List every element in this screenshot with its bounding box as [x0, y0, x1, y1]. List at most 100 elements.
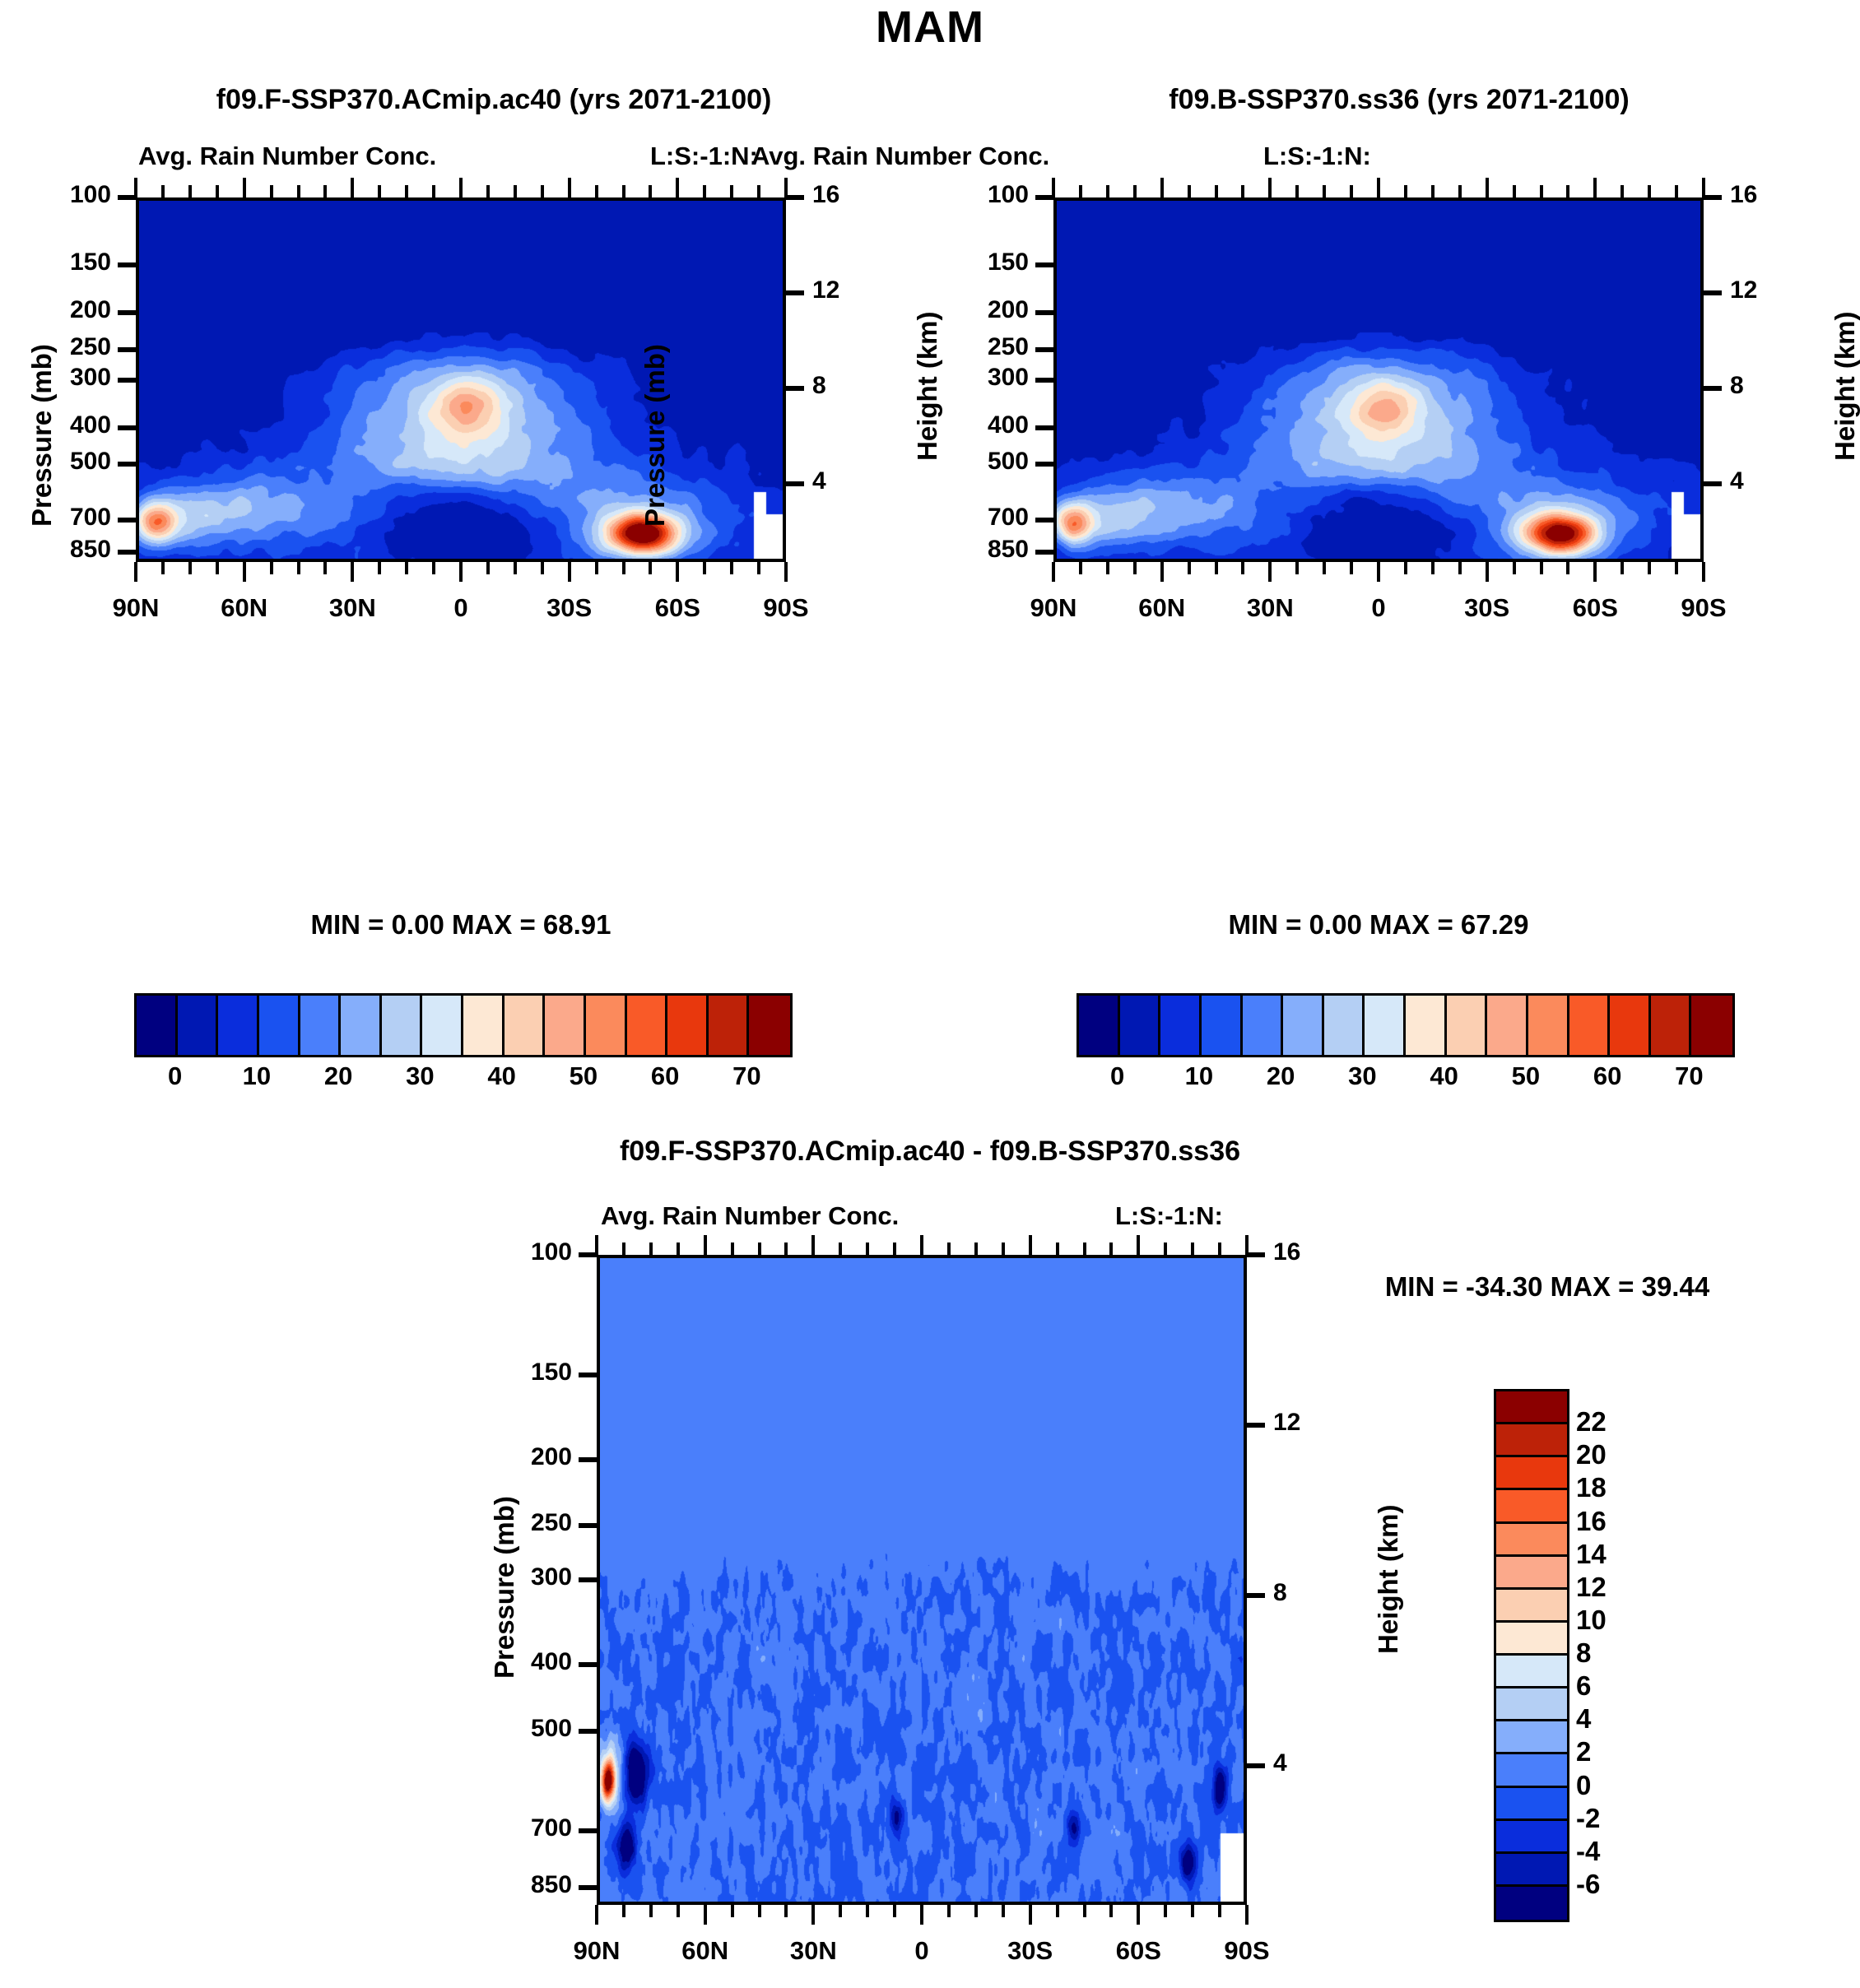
- pressure-tick-label: 500: [530, 1714, 572, 1742]
- panel-top-left-subtitle: Avg. Rain Number Conc.: [138, 142, 437, 170]
- panel-top-right-plot-area[interactable]: [1053, 197, 1704, 562]
- top-axis-tick: [1160, 178, 1164, 197]
- bottom-axis-tick: [621, 1905, 625, 1917]
- top-axis-tick: [1458, 185, 1462, 197]
- panel-top-right-ylabel-right: Height (km): [1830, 311, 1860, 462]
- colorbar-cell: [1496, 1457, 1567, 1491]
- pressure-tick: [1035, 550, 1053, 555]
- bottom-axis-tick: [269, 562, 273, 574]
- top-axis-tick: [405, 185, 409, 197]
- height-tick: [786, 290, 804, 296]
- pressure-tick: [1035, 346, 1053, 352]
- top-axis-tick: [215, 185, 219, 197]
- colorbar-cell: [504, 996, 546, 1055]
- bottom-axis-tick: [1593, 562, 1597, 582]
- bottom-axis-tick: [1218, 1905, 1222, 1917]
- panel-top-left-colorbar[interactable]: [134, 993, 793, 1057]
- pressure-tick: [1035, 425, 1053, 430]
- top-axis-tick: [1295, 185, 1300, 197]
- pressure-tick: [118, 262, 136, 267]
- top-axis-tick: [1566, 185, 1570, 197]
- top-axis-tick: [1675, 185, 1679, 197]
- top-axis-tick: [974, 1242, 978, 1255]
- latitude-tick-label: 30N: [328, 593, 376, 622]
- pressure-tick-label: 400: [987, 411, 1029, 439]
- panel-bottom-diff-ylabel-right: Height (km): [1373, 1504, 1403, 1655]
- top-axis-tick: [893, 1242, 897, 1255]
- bottom-axis-tick: [1350, 562, 1354, 574]
- top-axis-tick: [595, 1235, 598, 1255]
- panel-top-left-title: f09.F-SSP370.ACmip.ac40 (yrs 2071-2100): [216, 84, 772, 115]
- colorbar-cell: [1691, 996, 1732, 1055]
- top-axis-tick: [160, 185, 165, 197]
- height-tick: [1704, 195, 1722, 200]
- height-tick: [1247, 1422, 1265, 1428]
- pressure-tick: [579, 1577, 597, 1582]
- panel-top-right-levelinfo: L:S:-1:N:: [1263, 142, 1371, 170]
- colorbar-tick-label: 50: [1511, 1061, 1541, 1090]
- colorbar-tick-label: 6: [1576, 1670, 1592, 1702]
- top-axis-tick: [1241, 185, 1245, 197]
- colorbar-cell: [300, 996, 342, 1055]
- pressure-tick-label: 250: [69, 332, 111, 360]
- panel-bottom-diff-colorbar[interactable]: [1494, 1389, 1569, 1922]
- panel-top-right-colorbar[interactable]: [1076, 993, 1735, 1057]
- pressure-tick-label: 200: [987, 295, 1029, 323]
- pressure-tick-label: 100: [530, 1238, 572, 1266]
- pressure-tick-label: 100: [987, 181, 1029, 208]
- colorbar-tick-label: 8: [1576, 1637, 1592, 1668]
- top-axis-tick: [1648, 185, 1652, 197]
- bottom-axis-tick: [1245, 1905, 1249, 1925]
- bottom-axis-tick: [1702, 562, 1705, 582]
- bottom-axis-tick: [160, 562, 165, 574]
- panel-top-left-plot-area[interactable]: [136, 197, 786, 562]
- pressure-tick-label: 250: [987, 332, 1029, 360]
- colorbar-tick-label: 20: [1266, 1061, 1295, 1090]
- colorbar-cell: [1119, 996, 1161, 1055]
- pressure-tick-label: 150: [530, 1358, 572, 1386]
- latitude-tick-label: 30S: [1464, 593, 1510, 622]
- latitude-tick-label: 0: [914, 1936, 929, 1965]
- pressure-tick-label: 200: [530, 1443, 572, 1471]
- pressure-tick: [579, 1885, 597, 1891]
- pressure-tick-label: 500: [987, 448, 1029, 476]
- bottom-axis-tick: [1241, 562, 1245, 574]
- bottom-axis-tick: [1214, 562, 1218, 574]
- top-axis-tick: [188, 185, 192, 197]
- colorbar-cell: [1079, 996, 1120, 1055]
- colorbar-cell: [1496, 1820, 1567, 1854]
- colorbar-cell: [585, 996, 627, 1055]
- colorbar-tick-label: 20: [1576, 1439, 1607, 1470]
- colorbar-tick-label: 40: [1430, 1061, 1458, 1090]
- pressure-tick-label: 850: [987, 536, 1029, 564]
- bottom-axis-tick: [567, 562, 571, 582]
- panel-top-right-title: f09.B-SSP370.ss36 (yrs 2071-2100): [1169, 84, 1630, 115]
- top-axis-tick: [866, 1242, 870, 1255]
- top-axis-tick: [730, 1242, 734, 1255]
- top-axis-tick: [1187, 185, 1191, 197]
- top-axis-tick: [1105, 185, 1109, 197]
- panel-bottom-diff-plot-area[interactable]: [597, 1255, 1247, 1905]
- top-axis-tick: [1052, 178, 1055, 197]
- top-axis-tick: [540, 185, 544, 197]
- colorbar-tick-label: 40: [487, 1061, 516, 1090]
- top-axis-tick: [1082, 1242, 1086, 1255]
- top-axis-tick: [1702, 178, 1705, 197]
- height-tick-label: 16: [812, 181, 840, 208]
- colorbar-cell: [422, 996, 463, 1055]
- top-axis-tick: [649, 1242, 653, 1255]
- bottom-axis-tick: [730, 1905, 734, 1917]
- colorbar-cell: [667, 996, 709, 1055]
- height-tick-label: 12: [812, 276, 840, 304]
- latitude-tick-label: 0: [453, 593, 468, 622]
- colorbar-cell: [749, 996, 790, 1055]
- colorbar-cell: [1406, 996, 1447, 1055]
- bottom-axis-tick: [676, 1905, 680, 1917]
- top-axis-tick: [1191, 1242, 1195, 1255]
- colorbar-cell: [1283, 996, 1324, 1055]
- colorbar-tick-label: 60: [650, 1061, 680, 1090]
- bottom-axis-tick: [920, 1905, 923, 1925]
- bottom-axis-tick: [1377, 562, 1380, 582]
- pressure-tick: [579, 1523, 597, 1529]
- top-axis-tick: [513, 185, 517, 197]
